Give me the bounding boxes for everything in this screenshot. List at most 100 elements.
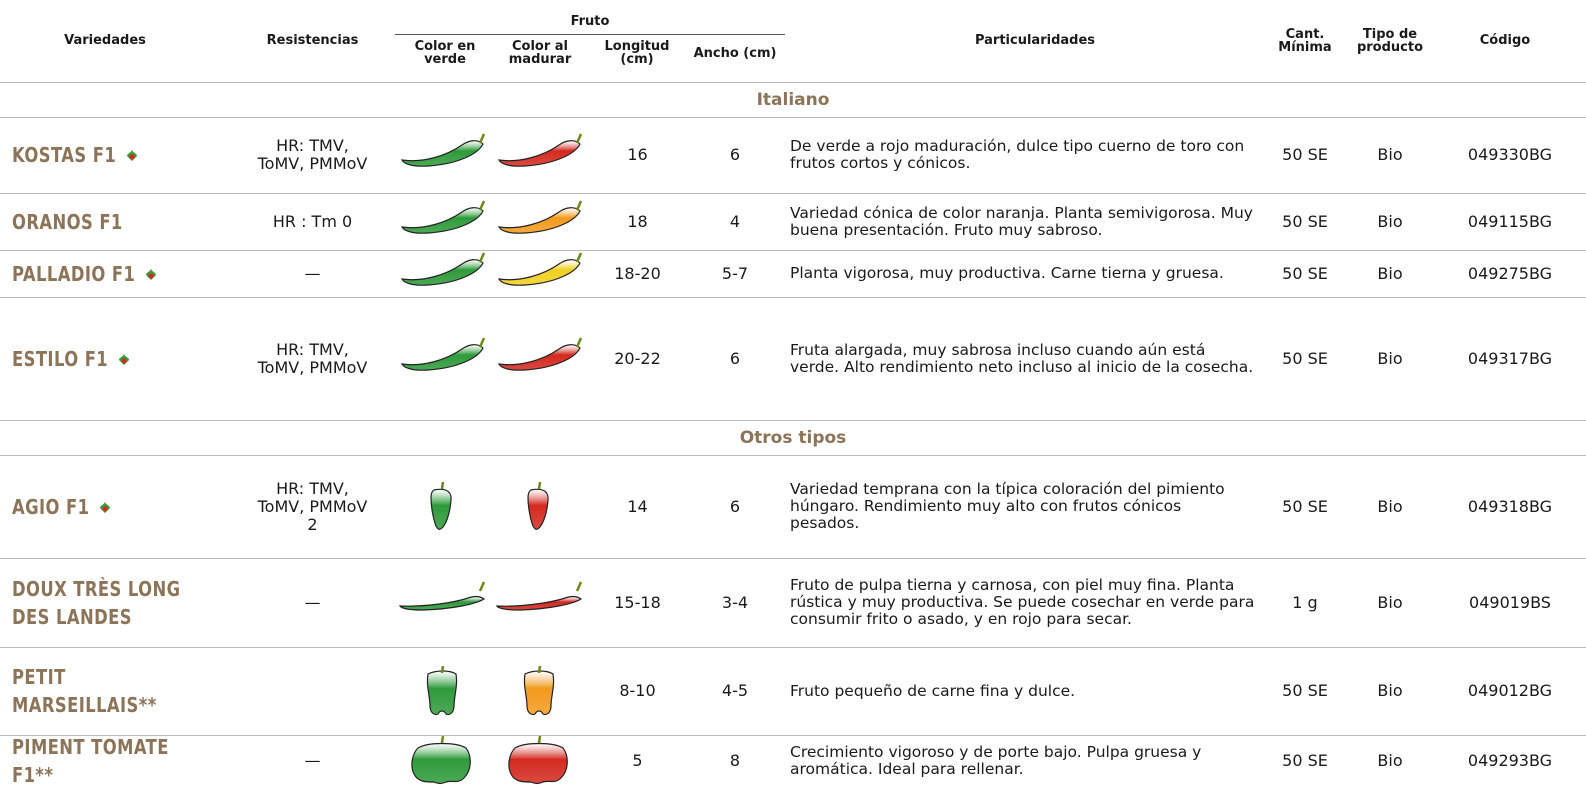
description: Planta vigorosa, muy productiva. Carne t… (790, 264, 1224, 282)
header-cell: Color en verde (414, 39, 476, 67)
pepper-icon (400, 251, 486, 286)
bio-icon (100, 500, 111, 513)
resistance: HR: TMV, ToMV, PMMoV 2 (257, 478, 368, 534)
table-row: AGIO F1 HR: TMV, ToMV, PMMoV 2 14 6 Varieda… (0, 455, 1586, 559)
icon-cell (398, 558, 488, 647)
divider (0, 82, 1586, 83)
description: Fruta alargada, muy sabrosa incluso cuan… (790, 340, 1254, 376)
section-title: Italiano (0, 82, 1586, 118)
icon-cell (495, 250, 585, 297)
quantity: 50 SE (1282, 751, 1328, 770)
pepper-icon (400, 199, 486, 234)
code: 049330BG (1467, 145, 1553, 164)
header-cell: Ancho (cm) (693, 45, 777, 61)
variety-name: PALLADIO F1 (12, 261, 136, 286)
header-cell: Longitud (cm) (604, 39, 670, 67)
resistance: HR: TMV, ToMV, PMMoV (257, 339, 368, 377)
width: 3-4 (721, 592, 749, 612)
header-cell: Variedades (64, 32, 146, 48)
variety-cell: ESTILO F1 (12, 297, 272, 420)
length: 15-18 (614, 592, 661, 612)
description: Fruto de pulpa tierna y carnosa, con pie… (790, 576, 1255, 628)
code: 049019BS (1469, 592, 1551, 612)
length: 16 (627, 145, 648, 164)
description: De verde a rojo maduración, dulce tipo c… (790, 137, 1245, 172)
length: 5 (632, 751, 643, 770)
code: 049275BG (1467, 263, 1553, 283)
resistance: — (304, 592, 321, 612)
width: 4-5 (721, 681, 749, 700)
width: 6 (729, 496, 741, 516)
table-row: PETIT MARSEILLAIS** 8-10 4-5 Fruto pequeño… (0, 647, 1586, 736)
icon-cell (398, 117, 488, 193)
resistance: — (304, 263, 321, 283)
icon-cell (495, 117, 585, 193)
bio-icon (127, 149, 138, 161)
variety-name: DOUX TRÈS LONG DES LANDES (12, 576, 181, 629)
variety-name: KOSTAS F1 (12, 143, 117, 167)
width: 6 (729, 348, 741, 368)
code: 049115BG (1467, 211, 1553, 231)
quantity: 50 SE (1282, 145, 1328, 164)
product-type: Bio (1377, 211, 1403, 231)
variety-cell: PETIT MARSEILLAIS** (12, 647, 272, 735)
quantity: 1 g (1292, 592, 1318, 612)
table-row: KOSTAS F1 HR: TMV, ToMV, PMMoV 16 6 De verd… (0, 117, 1586, 194)
width: 8 (729, 751, 741, 770)
variety-cell: PIMENT TOMATE F1** (12, 735, 272, 787)
icon-cell (398, 647, 488, 735)
quantity: 50 SE (1282, 211, 1328, 231)
variety-cell: KOSTAS F1 (12, 117, 272, 193)
icon-cell (398, 297, 488, 420)
pepper-icon (497, 133, 583, 167)
table-row: PIMENT TOMATE F1** — 5 8 Crecimiento vigoro… (0, 735, 1586, 787)
bio-icon (119, 352, 130, 365)
pepper-icon (523, 666, 555, 716)
length: 18-20 (614, 263, 661, 283)
pepper-icon (508, 736, 568, 785)
length: 8-10 (619, 681, 656, 700)
resistance: HR : Tm 0 (272, 211, 353, 231)
code: 049318BG (1467, 496, 1553, 516)
icon-cell (495, 647, 585, 735)
variety-name: ESTILO F1 (12, 346, 109, 371)
quantity: 50 SE (1282, 263, 1328, 283)
resistance: HR: TMV, ToMV, PMMoV (257, 136, 368, 173)
product-type: Bio (1377, 751, 1403, 770)
variety-cell: ORANOS F1 (12, 193, 272, 250)
table-row: DOUX TRÈS LONG DES LANDES — 15-18 3-4 Fruto… (0, 558, 1586, 648)
pepper-icon (398, 580, 486, 611)
product-type: Bio (1377, 496, 1403, 516)
header-cell: Particularidades (974, 32, 1096, 48)
length: 14 (627, 496, 648, 516)
code: 049012BG (1467, 681, 1553, 700)
pepper-icon (527, 481, 549, 530)
quantity: 50 SE (1282, 496, 1328, 516)
table-row: ESTILO F1 HR: TMV, ToMV, PMMoV 20-22 6 Frut… (0, 297, 1586, 421)
table-row: ORANOS F1 HR : Tm 0 18 4 Variedad cónica de… (0, 193, 1586, 251)
length: 18 (627, 211, 648, 231)
bio-icon (146, 267, 157, 280)
variety-name: PETIT MARSEILLAIS** (12, 665, 157, 717)
width: 5-7 (721, 263, 749, 283)
header-cell: Fruto (570, 13, 610, 29)
icon-cell (495, 297, 585, 420)
pepper-icon (497, 199, 583, 234)
header-cell: Cant. Mínima (1278, 27, 1332, 55)
icon-cell (398, 455, 488, 558)
code: 049317BG (1467, 348, 1553, 368)
width: 6 (729, 145, 741, 164)
pepper-icon (400, 133, 486, 167)
variety-cell: AGIO F1 (12, 455, 272, 558)
header-cell: Resistencias (266, 32, 359, 48)
icon-cell (495, 455, 585, 558)
variety-cell: DOUX TRÈS LONG DES LANDES (12, 558, 272, 647)
product-type: Bio (1377, 263, 1403, 283)
product-type: Bio (1377, 681, 1403, 700)
quantity: 50 SE (1282, 681, 1328, 700)
pepper-icon (426, 666, 458, 716)
icon-cell (495, 193, 585, 250)
code: 049293BG (1467, 751, 1553, 770)
pepper-icon (495, 580, 583, 611)
